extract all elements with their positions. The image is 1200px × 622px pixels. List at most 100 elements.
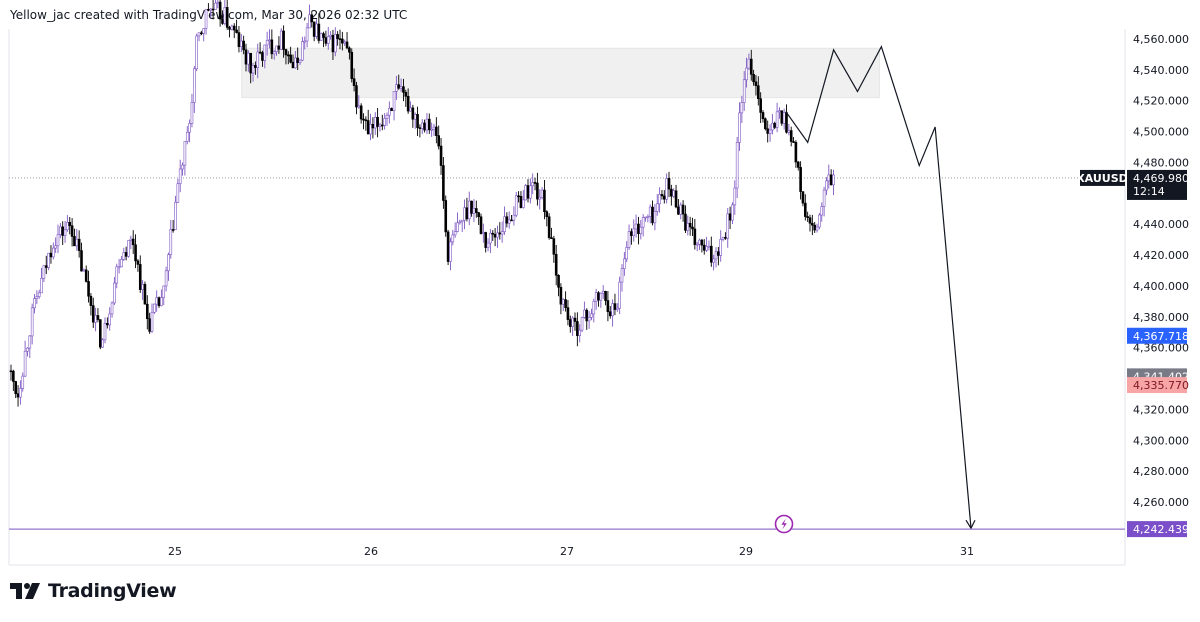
- candle-body: [827, 174, 831, 182]
- candle-body: [463, 207, 466, 221]
- projection-path-layer: [785, 45, 976, 530]
- candle-body: [592, 301, 596, 315]
- candle-body: [164, 270, 168, 287]
- candle: [644, 216, 647, 222]
- candle: [157, 296, 161, 308]
- candle-body: [630, 231, 633, 236]
- candle-body: [493, 233, 497, 238]
- candle-body: [564, 299, 567, 308]
- candle-body: [155, 297, 158, 305]
- candle: [639, 219, 643, 240]
- price-tick-label: 4,280.000: [1133, 465, 1189, 478]
- candle-body: [822, 189, 826, 207]
- candle: [244, 43, 248, 72]
- candle: [524, 184, 527, 201]
- resistance-zone-layer: [241, 47, 880, 99]
- candle: [608, 306, 612, 319]
- candle: [832, 169, 835, 196]
- candle: [338, 29, 342, 50]
- candle: [632, 219, 636, 242]
- candle-body: [496, 232, 499, 238]
- candle-body: [333, 34, 337, 53]
- candle: [745, 57, 748, 88]
- candle: [420, 119, 424, 134]
- candle: [106, 317, 109, 329]
- candle-body: [721, 237, 725, 240]
- resistance-zone[interactable]: [241, 47, 880, 99]
- candle-body: [568, 319, 572, 327]
- candle: [117, 258, 121, 274]
- candle: [571, 316, 574, 337]
- candle-body: [714, 251, 718, 260]
- candle: [693, 218, 697, 250]
- candle-body: [571, 317, 574, 327]
- candle: [437, 125, 441, 150]
- candle-body: [782, 112, 786, 124]
- candle-body: [524, 185, 527, 201]
- candle-body: [94, 315, 97, 323]
- candle-body: [310, 14, 314, 23]
- candle-body: [157, 297, 161, 307]
- candle: [705, 236, 708, 253]
- time-tick-label: 29: [739, 545, 753, 558]
- candle-body: [296, 57, 300, 63]
- candle-body: [752, 74, 755, 83]
- tradingview-logo-text: TradingView: [48, 580, 177, 602]
- candle: [284, 48, 288, 65]
- candle-body: [597, 292, 600, 301]
- candle-body: [735, 142, 739, 189]
- candle: [138, 255, 142, 293]
- candle-body: [265, 40, 269, 46]
- candle: [294, 50, 297, 69]
- candle-body: [298, 59, 302, 63]
- candle-body: [531, 182, 535, 187]
- candle-body: [644, 216, 647, 219]
- candle-body: [550, 237, 553, 240]
- candle: [230, 24, 234, 31]
- candle-body: [662, 195, 666, 200]
- candle: [47, 252, 50, 271]
- candle-body: [303, 40, 307, 43]
- candle-body: [294, 57, 297, 69]
- candle-body: [449, 241, 452, 262]
- candle: [277, 36, 281, 54]
- candle-body: [388, 108, 391, 116]
- candle: [141, 280, 144, 300]
- candle: [211, 0, 215, 20]
- candle: [653, 204, 657, 231]
- candle-body: [674, 190, 678, 208]
- candle-body: [627, 231, 631, 248]
- candle-body: [355, 85, 358, 108]
- candle: [623, 251, 626, 276]
- candle-body: [190, 102, 194, 124]
- candle-body: [225, 7, 229, 28]
- price-badge-value: 4,367.718: [1133, 330, 1189, 343]
- price-tick-label: 4,540.000: [1133, 64, 1189, 77]
- countdown-timer: 12:14: [1133, 185, 1165, 198]
- candle: [756, 76, 760, 106]
- candle: [695, 241, 699, 252]
- candle-body: [390, 108, 394, 111]
- projection-path[interactable]: [785, 45, 972, 529]
- alert-icon[interactable]: [774, 514, 794, 534]
- candle: [247, 50, 250, 72]
- candle-body: [216, 1, 220, 4]
- candle: [345, 32, 349, 50]
- candle: [557, 274, 560, 297]
- candle-body: [829, 174, 833, 186]
- price-tick-label: 4,400.000: [1133, 280, 1189, 293]
- candle-body: [115, 266, 119, 284]
- candle-body: [611, 303, 614, 317]
- candle-body: [338, 38, 342, 40]
- candle-body: [442, 165, 445, 201]
- candle-body: [77, 238, 81, 251]
- candle: [484, 231, 488, 253]
- candle: [536, 172, 539, 206]
- candle-body: [681, 204, 685, 215]
- candle: [357, 95, 361, 109]
- candle-body: [456, 222, 459, 232]
- candle-body: [399, 86, 403, 89]
- candle: [568, 315, 572, 333]
- candle-body: [587, 317, 591, 322]
